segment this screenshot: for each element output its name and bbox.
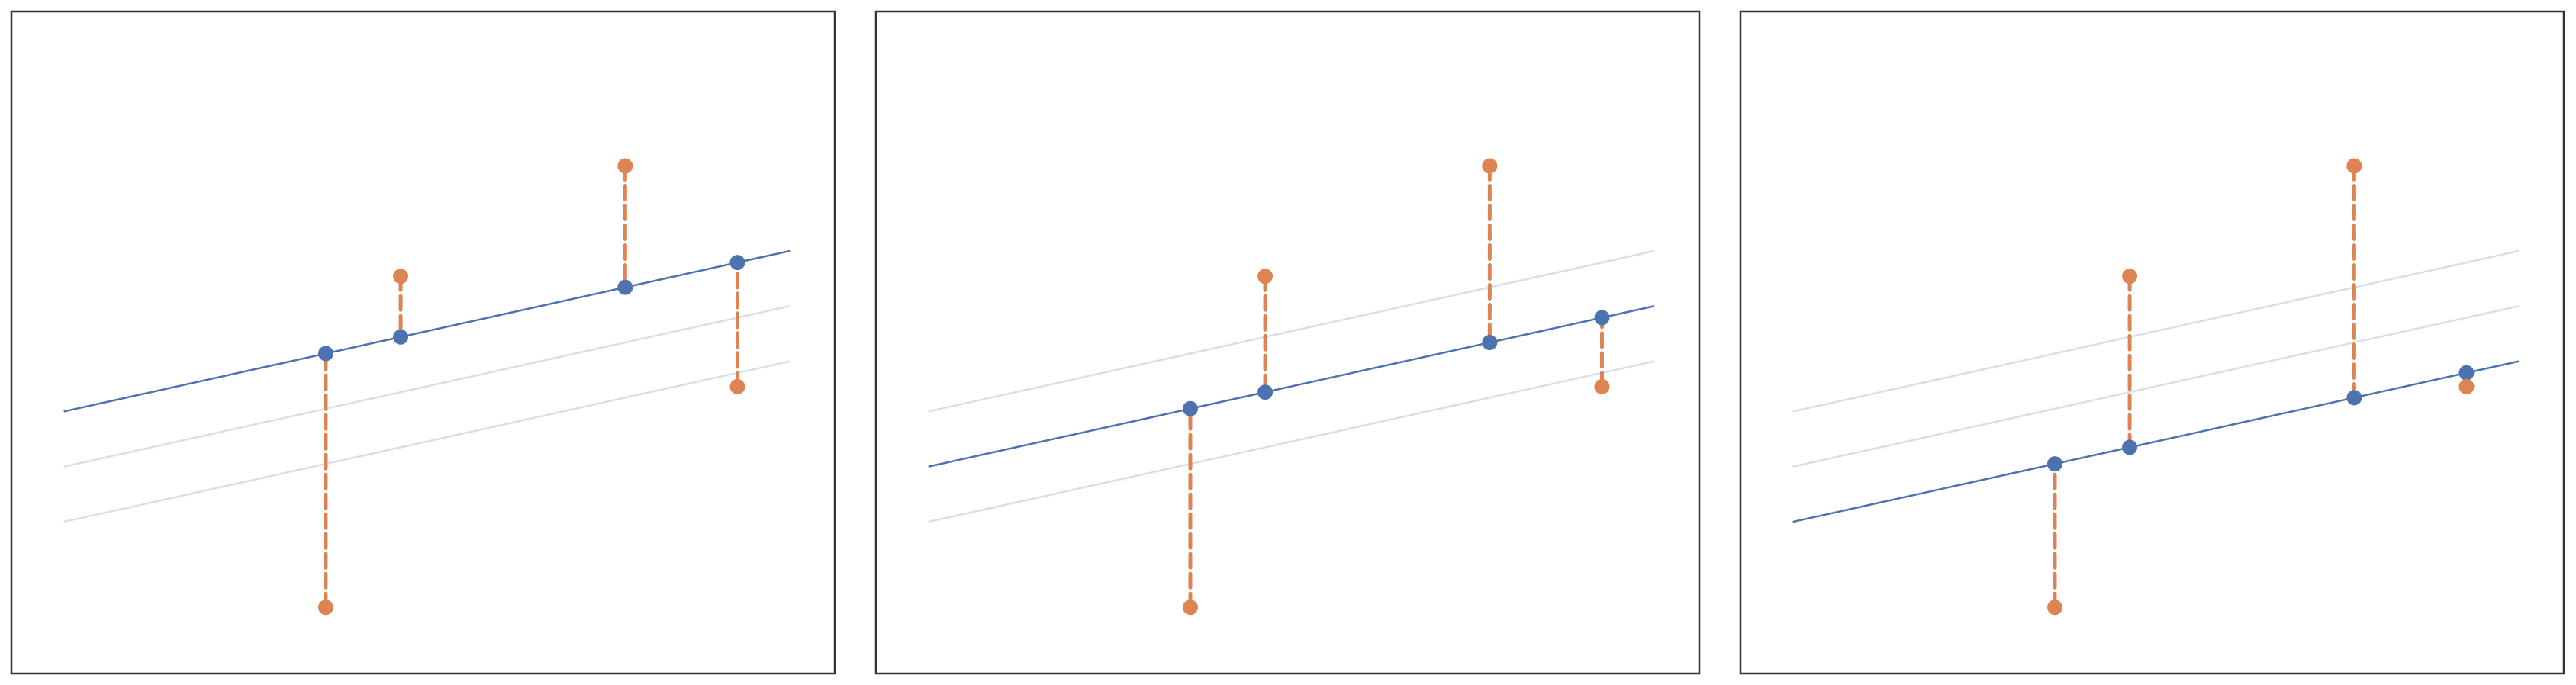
data-point-2: [2122, 269, 2138, 285]
fitted-point-3: [2346, 390, 2362, 406]
plot-frame: [874, 10, 1701, 675]
plot-background: [1740, 11, 2564, 674]
fitted-point-2: [393, 329, 409, 345]
fitted-point-4: [2458, 365, 2475, 381]
candidate-line-3: [63, 360, 791, 523]
data-point-2: [393, 269, 409, 285]
data-point-4: [1594, 378, 1610, 394]
fitted-point-2: [2122, 439, 2138, 455]
chart-panel-3: [1739, 10, 2565, 675]
chart-panel-2: [874, 10, 1701, 675]
fitted-point-3: [1482, 335, 1498, 350]
fitted-point-3: [617, 279, 633, 295]
fitted-point-1: [2046, 456, 2062, 472]
fitted-point-4: [1594, 310, 1610, 326]
candidate-line-3: [928, 360, 1655, 523]
highlighted-fit-line: [1792, 360, 2520, 523]
data-point-4: [2458, 378, 2475, 394]
candidate-line-1: [1792, 249, 2520, 413]
plot-frame: [10, 10, 836, 675]
data-point-1: [317, 600, 333, 616]
fitted-point-1: [317, 346, 333, 362]
fitted-point-4: [729, 255, 745, 271]
plot-background: [11, 11, 835, 674]
chart-panel-1: [10, 10, 836, 675]
plot-frame: [1739, 10, 2565, 675]
data-point-3: [2346, 158, 2362, 174]
data-point-3: [617, 158, 633, 174]
data-point-2: [1257, 269, 1274, 285]
data-point-1: [1182, 600, 1198, 616]
highlighted-fit-line: [63, 249, 791, 413]
candidate-line-1: [928, 249, 1655, 413]
data-point-3: [1482, 158, 1498, 174]
fitted-point-1: [1182, 400, 1198, 416]
plot-background: [876, 11, 1699, 674]
candidate-line-2: [63, 305, 791, 468]
candidate-line-2: [1792, 305, 2520, 468]
fitted-point-2: [1257, 384, 1274, 400]
data-point-4: [729, 378, 745, 394]
highlighted-fit-line: [928, 305, 1655, 468]
data-point-1: [2046, 600, 2062, 616]
